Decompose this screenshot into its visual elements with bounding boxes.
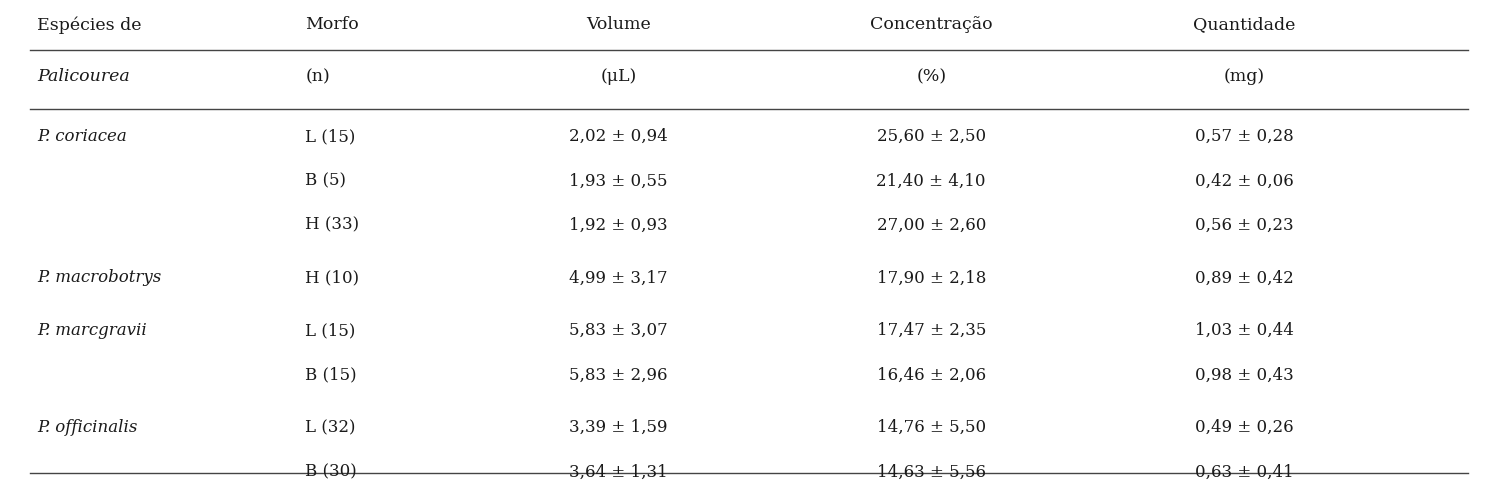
- Text: 1,03 ± 0,44: 1,03 ± 0,44: [1195, 322, 1293, 339]
- Text: 14,76 ± 5,50: 14,76 ± 5,50: [876, 419, 986, 436]
- Text: P. officinalis: P. officinalis: [37, 419, 137, 436]
- Text: B (30): B (30): [305, 463, 358, 480]
- Text: 4,99 ± 3,17: 4,99 ± 3,17: [569, 269, 668, 287]
- Text: Volume: Volume: [586, 16, 651, 34]
- Text: Quantidade: Quantidade: [1193, 16, 1295, 34]
- Text: H (33): H (33): [305, 216, 359, 234]
- Text: 3,64 ± 1,31: 3,64 ± 1,31: [569, 463, 668, 480]
- Text: Morfo: Morfo: [305, 16, 359, 34]
- Text: 27,00 ± 2,60: 27,00 ± 2,60: [876, 216, 986, 234]
- Text: 0,56 ± 0,23: 0,56 ± 0,23: [1195, 216, 1293, 234]
- Text: 0,98 ± 0,43: 0,98 ± 0,43: [1195, 366, 1293, 384]
- Text: L (15): L (15): [305, 322, 356, 339]
- Text: 0,89 ± 0,42: 0,89 ± 0,42: [1195, 269, 1293, 287]
- Text: L (32): L (32): [305, 419, 356, 436]
- Text: 0,42 ± 0,06: 0,42 ± 0,06: [1195, 172, 1293, 190]
- Text: P. marcgravii: P. marcgravii: [37, 322, 148, 339]
- Text: Palicourea: Palicourea: [37, 68, 130, 85]
- Text: P. coriacea: P. coriacea: [37, 128, 127, 145]
- Text: 1,92 ± 0,93: 1,92 ± 0,93: [569, 216, 668, 234]
- Text: B (5): B (5): [305, 172, 347, 190]
- Text: 2,02 ± 0,94: 2,02 ± 0,94: [569, 128, 668, 145]
- Text: H (10): H (10): [305, 269, 359, 287]
- Text: 0,49 ± 0,26: 0,49 ± 0,26: [1195, 419, 1293, 436]
- Text: 0,57 ± 0,28: 0,57 ± 0,28: [1195, 128, 1293, 145]
- Text: 25,60 ± 2,50: 25,60 ± 2,50: [876, 128, 986, 145]
- Text: 21,40 ± 4,10: 21,40 ± 4,10: [876, 172, 986, 190]
- Text: B (15): B (15): [305, 366, 358, 384]
- Text: 14,63 ± 5,56: 14,63 ± 5,56: [876, 463, 986, 480]
- Text: 5,83 ± 2,96: 5,83 ± 2,96: [569, 366, 668, 384]
- Text: 17,90 ± 2,18: 17,90 ± 2,18: [876, 269, 986, 287]
- Text: L (15): L (15): [305, 128, 356, 145]
- Text: (mg): (mg): [1223, 68, 1265, 85]
- Text: 16,46 ± 2,06: 16,46 ± 2,06: [876, 366, 986, 384]
- Text: (%): (%): [916, 68, 946, 85]
- Text: 0,63 ± 0,41: 0,63 ± 0,41: [1195, 463, 1293, 480]
- Text: Espécies de: Espécies de: [37, 16, 142, 34]
- Text: 1,93 ± 0,55: 1,93 ± 0,55: [569, 172, 668, 190]
- Text: Concentração: Concentração: [870, 16, 992, 34]
- Text: P. macrobotrys: P. macrobotrys: [37, 269, 161, 287]
- Text: (μL): (μL): [600, 68, 636, 85]
- Text: 17,47 ± 2,35: 17,47 ± 2,35: [876, 322, 986, 339]
- Text: 5,83 ± 3,07: 5,83 ± 3,07: [569, 322, 668, 339]
- Text: 3,39 ± 1,59: 3,39 ± 1,59: [569, 419, 668, 436]
- Text: (n): (n): [305, 68, 331, 85]
